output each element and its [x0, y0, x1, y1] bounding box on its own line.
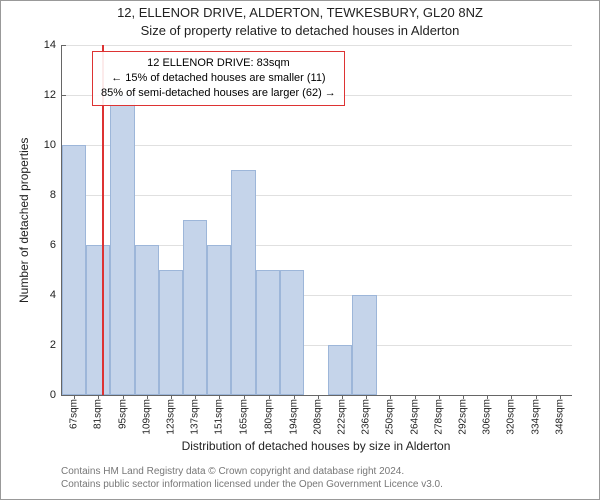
- histogram-bar: [86, 245, 110, 395]
- histogram-bar: [328, 345, 352, 395]
- x-tick-label: 81sqm: [93, 395, 104, 429]
- x-tick-label: 67sqm: [69, 395, 80, 429]
- title-subtitle: Size of property relative to detached ho…: [1, 23, 599, 38]
- y-tick-label: 14: [32, 39, 62, 51]
- x-tick-label: 165sqm: [238, 395, 249, 435]
- histogram-bar: [207, 245, 231, 395]
- x-tick-label: 278sqm: [433, 395, 444, 435]
- x-tick-label: 137sqm: [190, 395, 201, 435]
- x-tick-label: 95sqm: [117, 395, 128, 429]
- x-tick-label: 292sqm: [458, 395, 469, 435]
- attribution-line2: Contains public sector information licen…: [61, 478, 443, 491]
- x-tick-label: 236sqm: [361, 395, 372, 435]
- x-tick-label: 320sqm: [506, 395, 517, 435]
- y-tick-label: 8: [32, 189, 62, 201]
- x-tick-label: 208sqm: [312, 395, 323, 435]
- histogram-bar: [231, 170, 255, 395]
- x-tick-label: 334sqm: [530, 395, 541, 435]
- annotation-line2: ← 15% of detached houses are smaller (11…: [101, 71, 336, 86]
- annotation-box: 12 ELLENOR DRIVE: 83sqm ← 15% of detache…: [92, 51, 345, 106]
- title-address: 12, ELLENOR DRIVE, ALDERTON, TEWKESBURY,…: [1, 5, 599, 20]
- y-tick-label: 12: [32, 89, 62, 101]
- gridline: [62, 45, 572, 46]
- y-tick-label: 10: [32, 139, 62, 151]
- plot-area: 0246810121467sqm81sqm95sqm109sqm123sqm13…: [61, 45, 572, 396]
- y-tick-label: 4: [32, 289, 62, 301]
- x-tick-label: 109sqm: [141, 395, 152, 435]
- histogram-bar: [135, 245, 159, 395]
- attribution: Contains HM Land Registry data © Crown c…: [61, 465, 443, 491]
- histogram-bar: [183, 220, 207, 395]
- y-tick-label: 0: [32, 389, 62, 401]
- annotation-line1: 12 ELLENOR DRIVE: 83sqm: [101, 56, 336, 71]
- histogram-bar: [110, 95, 134, 395]
- y-axis-label: Number of detached properties: [17, 45, 31, 395]
- x-tick-label: 264sqm: [409, 395, 420, 435]
- x-tick-label: 123sqm: [165, 395, 176, 435]
- x-tick-label: 348sqm: [554, 395, 565, 435]
- y-tick-label: 6: [32, 239, 62, 251]
- histogram-bar: [256, 270, 280, 395]
- chart-card: 12, ELLENOR DRIVE, ALDERTON, TEWKESBURY,…: [0, 0, 600, 500]
- x-tick-label: 222sqm: [337, 395, 348, 435]
- x-tick-label: 151sqm: [214, 395, 225, 435]
- histogram-bar: [159, 270, 183, 395]
- gridline: [62, 195, 572, 196]
- x-tick-label: 180sqm: [264, 395, 275, 435]
- histogram-bar: [280, 270, 304, 395]
- y-tick-label: 2: [32, 339, 62, 351]
- x-tick-label: 306sqm: [482, 395, 493, 435]
- histogram-bar: [352, 295, 376, 395]
- x-axis-label: Distribution of detached houses by size …: [61, 439, 571, 453]
- attribution-line1: Contains HM Land Registry data © Crown c…: [61, 465, 443, 478]
- x-tick-label: 250sqm: [385, 395, 396, 435]
- annotation-line3: 85% of semi-detached houses are larger (…: [101, 86, 336, 101]
- x-tick-label: 194sqm: [288, 395, 299, 435]
- histogram-bar: [62, 145, 86, 395]
- gridline: [62, 145, 572, 146]
